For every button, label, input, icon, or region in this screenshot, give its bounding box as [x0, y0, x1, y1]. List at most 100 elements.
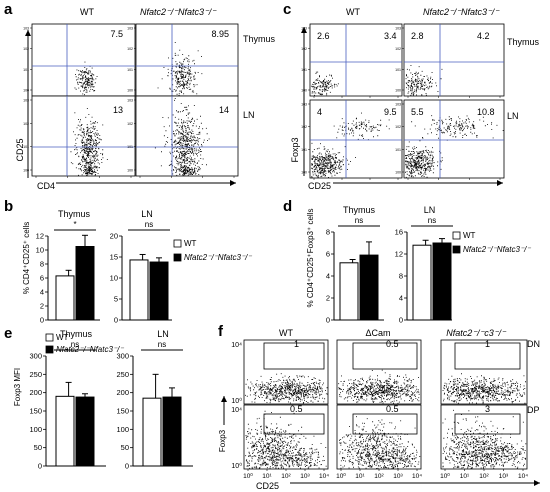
panel-f-row-label-dn: DN [527, 339, 540, 349]
panel-f-y-tick-label-top: 10⁴ [231, 342, 242, 349]
panel-b-legend-label-ko: Nfatc2⁻/⁻Nfatc3⁻/⁻ [184, 253, 252, 262]
chart-e-y-tick-label: 300 [116, 352, 129, 361]
chart-b-y-tick-label: 2 [40, 302, 44, 311]
chart-e-group-1: LN 0 50 100 150 200 250 300 ns [116, 329, 193, 471]
chart-e-significance-label: ns [158, 340, 166, 349]
panel-c-value-ko-thymus-left: 2.8 [411, 31, 424, 41]
panel-c-ticks-wt-ln: 100 101 102 103 [301, 103, 399, 180]
panel-a-value-wt-thymus: 7.5 [110, 29, 123, 39]
panel-e-label: e [4, 325, 12, 342]
chart-b-y-tick-label: 10 [110, 274, 118, 283]
chart-b-bar-ko [75, 246, 95, 321]
panel-e-charts: Thymus050100150200250300nsLN050100150200… [29, 329, 193, 471]
chart-b-group-1: LN 0 5 10 15 20 ns [110, 209, 172, 325]
chart-d-y-tick-label: 12 [395, 250, 403, 259]
panel-c-events-ko-ln [405, 137, 443, 178]
chart-d-group-0: Thymus 0 2 4 6 8 ns [326, 205, 384, 325]
chart-d-y-tick-label: 0 [326, 316, 330, 325]
chart-b-group-title: LN [141, 209, 153, 219]
panel-f-x-tick-label: 10² [479, 473, 489, 480]
panel-c-plot-frame-wt-thymus [309, 23, 403, 97]
panel-a-ticks-wt-thymus-label: 103 [23, 27, 29, 31]
panel-f-x-tick-label: 10⁴ [319, 473, 329, 480]
panel-f-x-tick-label: 10⁰ [243, 472, 253, 480]
panel-a-events-ko-ln [154, 98, 210, 176]
panel-c-ticks-ko-thymus-label: 103 [395, 27, 401, 31]
panel-a-ticks-ko-ln-label: 100 [127, 169, 133, 173]
panel-f-x-tick-label: 10⁴ [412, 473, 422, 480]
chart-e-group-title: Thymus [60, 329, 93, 339]
panel-d-legend-swatch-wt [452, 231, 461, 240]
panel-a-plot-frame-wt-thymus [31, 23, 136, 97]
panel-c-plot-frame-wt-ln [309, 99, 403, 179]
panel-a-ticks-ko-ln-label: 103 [127, 99, 133, 103]
panel-c-row-label-thymus: Thymus [507, 37, 540, 47]
panel-c-ticks-wt-thymus-label: 102 [301, 47, 307, 51]
panel-a-ticks-ko-thymus-label: 100 [127, 89, 133, 93]
panel-c-ticks-wt-ln-label: 101 [301, 148, 307, 152]
panel-f-events-dcam-dn [338, 369, 420, 404]
panel-e-y-axis-label: Foxp3 MFI [13, 368, 22, 406]
chart-e-bar-ko [75, 396, 95, 467]
panel-c-ticks-ko-thymus: 100 101 102 103 [395, 27, 501, 98]
panel-a-y-axis-label: CD25 [15, 138, 25, 161]
panel-b: b % CD4⁺CD25⁺ cells Thymus 0 2 4 6 8 10 12 * LN 0 5… [4, 198, 252, 325]
chart-b-group-0: Thymus 0 2 4 6 8 10 12 * [36, 209, 100, 325]
panel-f-y-tick-label-bottom: 10⁰ [231, 397, 242, 405]
chart-d-y-tick-label: 4 [399, 294, 403, 303]
panel-f: f WT ΔCam Nfatc2⁻/⁻c3⁻/⁻ DN DP Foxp3 CD2… [218, 323, 540, 491]
chart-e-y-tick-label: 50 [34, 443, 42, 452]
chart-b-y-tick-label: 5 [114, 295, 118, 304]
chart-b-y-tick-label: 15 [110, 253, 118, 262]
panel-e-legend-swatch-wt [45, 333, 54, 342]
panel-f-value-dcam-dn: 0.5 [386, 339, 399, 349]
panel-f-x-axis-label: CD25 [256, 481, 279, 491]
panel-f-x-tick-label: 10⁴ [518, 473, 528, 480]
chart-e-bar-wt [142, 397, 162, 467]
panel-a-events-wt-ln [81, 162, 100, 176]
panel-c-row-label-ln: LN [507, 111, 519, 121]
panel-f-gate-dcam-dp [352, 413, 418, 435]
chart-e-y-tick-label: 250 [116, 370, 129, 379]
panel-f-value-ko-dp: 3 [485, 404, 490, 414]
chart-b-bar-wt [55, 275, 75, 321]
panel-c-value-wt-ln-right: 9.5 [384, 107, 397, 117]
panel-f-row-label-dp: DP [527, 405, 540, 415]
panel-c-value-wt-thymus-right: 3.4 [384, 31, 397, 41]
panel-a-ticks-wt-ln-label: 101 [23, 145, 29, 149]
chart-b-y-tick-label: 12 [36, 232, 44, 241]
panel-c-ticks-wt-thymus-label: 101 [301, 68, 307, 72]
panel-a-value-ko-thymus: 8.95 [211, 29, 229, 39]
panel-a-ticks-wt-thymus-label: 100 [23, 89, 29, 93]
panel-f-events-ko-dn [442, 373, 526, 404]
chart-b-y-tick-label: 0 [114, 316, 118, 325]
panel-a: a WT Nfatc2⁻/⁻Nfatc3⁻/⁻ Thymus LN CD25 C… [4, 1, 276, 191]
panel-c-ticks-ko-thymus-label: 101 [395, 68, 401, 72]
panel-f-x-tick-label: 10² [281, 473, 291, 480]
panel-c-ticks-ko-thymus-label: 100 [395, 89, 401, 93]
chart-d-y-tick-label: 8 [399, 272, 403, 281]
panel-c-ticks-ko-thymus-label: 102 [395, 47, 401, 51]
panel-f-events-dcam-dp [339, 416, 418, 469]
panel-d-legend-label-wt: WT [463, 231, 476, 240]
panel-c-col-title-ko: Nfatc2⁻/⁻Nfatc3⁻/⁻ [423, 7, 500, 17]
panel-a-x-axis-label: CD4 [37, 181, 55, 191]
panel-f-value-dcam-dp: 0.5 [386, 404, 399, 414]
panel-a-ticks-wt-thymus-label: 101 [23, 68, 29, 72]
chart-e-group-title: LN [157, 329, 169, 339]
panel-e: e Foxp3 MFI Thymus050100150200250300nsLN… [4, 325, 193, 471]
panel-c-events-wt-ln [333, 112, 390, 141]
panel-c-ticks-ko-ln-label: 103 [395, 103, 401, 107]
panel-c-label: c [283, 1, 291, 18]
panel-f-x-tick-label: 10⁰ [336, 472, 346, 480]
panel-a-ticks-ko-ln: 100 101 102 103 [127, 99, 235, 178]
panel-c-ticks-wt-ln-label: 102 [301, 125, 307, 129]
panel-a-ticks-ko-thymus-label: 101 [127, 68, 133, 72]
panel-f-col-title-dcam: ΔCam [365, 328, 390, 338]
panel-c-plot-frame-ko-thymus [403, 23, 505, 97]
panel-f-gate-wt-dp [263, 413, 325, 435]
chart-e-bar-wt [55, 395, 75, 467]
panel-c-col-title-wt: WT [346, 7, 360, 17]
